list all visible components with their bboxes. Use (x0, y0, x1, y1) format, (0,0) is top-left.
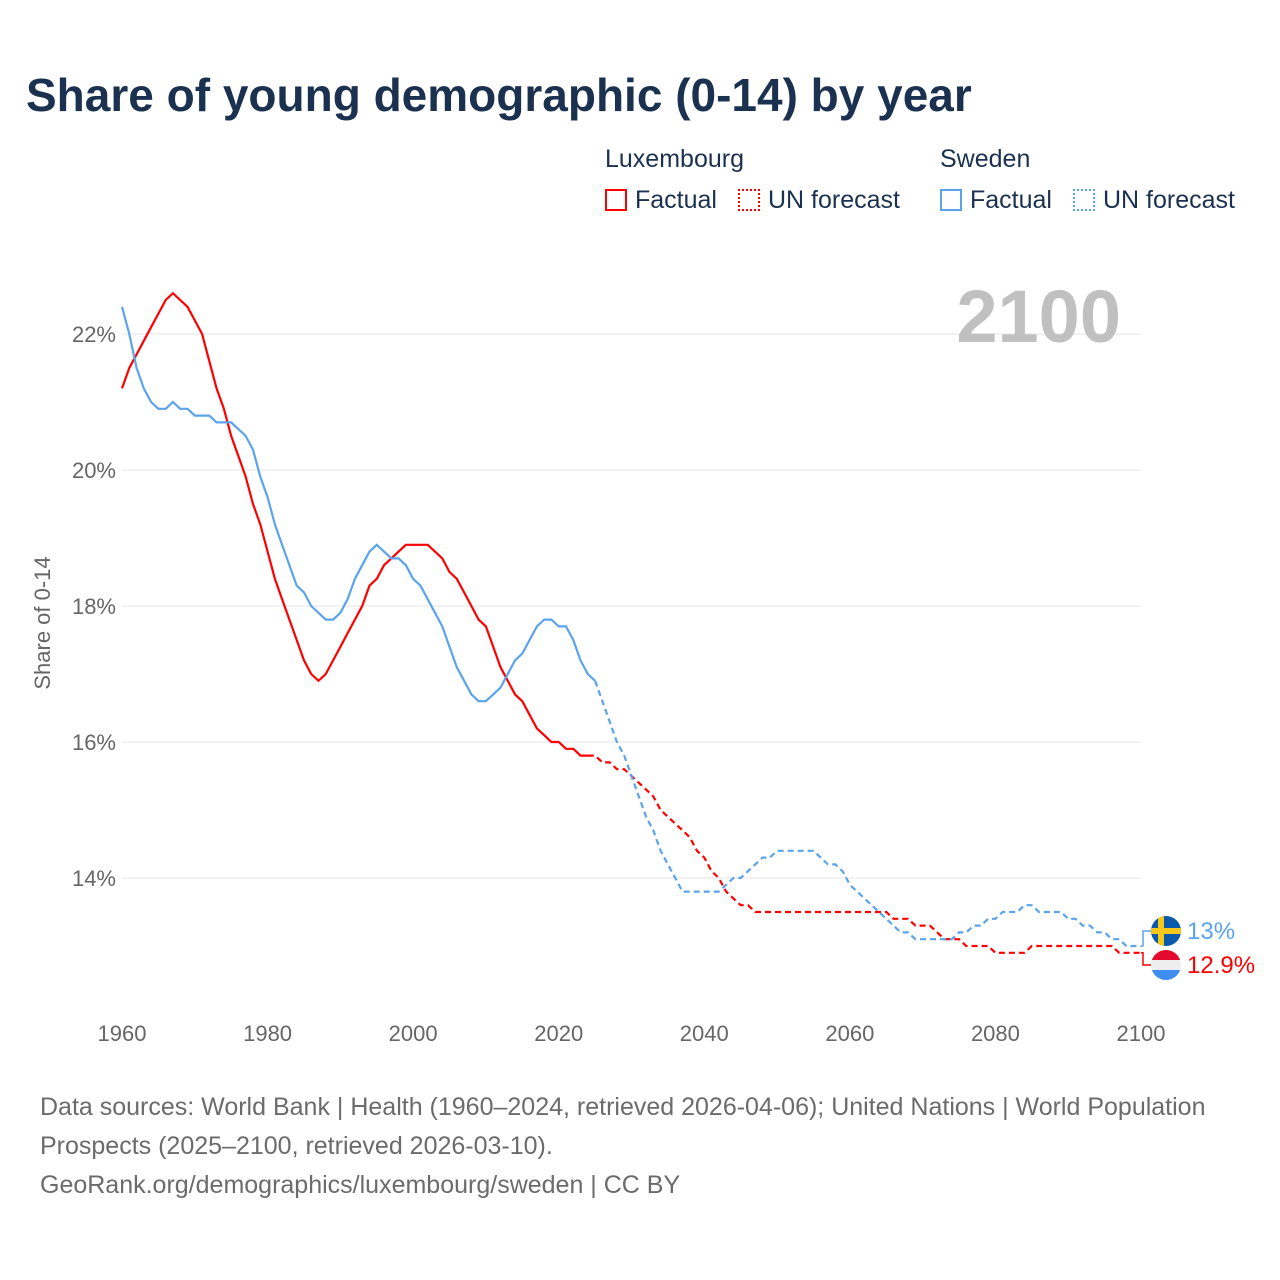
legend-lux-forecast[interactable]: UN forecast (738, 186, 900, 215)
sweden-forecast-line (594, 680, 1141, 948)
x-tick-label: 1980 (243, 1021, 292, 1046)
legend-swatch (738, 189, 760, 211)
x-tick-label: 2000 (389, 1021, 438, 1046)
chart-title: Share of young demographic (0-14) by yea… (26, 69, 972, 121)
x-tick-label: 2080 (971, 1021, 1020, 1046)
credit-link[interactable]: GeoRank.org/demographics/luxembourg/swed… (40, 1171, 681, 1199)
legend-label: UN forecast (1103, 186, 1235, 214)
y-tick-label: 16% (72, 730, 116, 755)
flag-stripe (1151, 960, 1181, 970)
y-axis-label: Share of 0-14 (30, 556, 55, 689)
legend-swe-factual[interactable]: Factual (940, 186, 1052, 215)
legend-swe-forecast[interactable]: UN forecast (1073, 186, 1235, 215)
legend-label: Factual (635, 186, 717, 214)
luxembourg-end-label: 12.9% (1187, 952, 1255, 979)
flag-stripe (1151, 950, 1181, 960)
legend-swatch (605, 189, 627, 211)
legend-group-sweden: Sweden (940, 145, 1031, 173)
legend-group-luxembourg: Luxembourg (605, 145, 744, 173)
y-tick-label: 18% (72, 594, 116, 619)
sweden-factual-line (120, 306, 596, 703)
legend-label: Factual (970, 186, 1052, 214)
x-tick-label: 2060 (825, 1021, 874, 1046)
legend-swatch (940, 189, 962, 211)
luxembourg-flag-icon (1151, 950, 1181, 980)
sweden-end-label: 13% (1187, 918, 1235, 945)
luxembourg-factual-line (120, 291, 588, 757)
y-tick-label: 22% (72, 322, 116, 347)
luxembourg-forecast-line (587, 754, 1141, 954)
flag-cross (1158, 916, 1164, 946)
source-note: Data sources: World Bank | Health (1960–… (40, 1093, 1206, 1160)
y-tick-label: 14% (72, 866, 116, 891)
sweden-end-connector (1141, 930, 1152, 947)
footer: Data sources: World Bank | Health (1960–… (40, 1088, 1240, 1205)
y-tick-label: 20% (72, 458, 116, 483)
flag-stripe (1151, 970, 1181, 980)
sweden-flag-icon (1151, 916, 1181, 946)
x-tick-label: 2020 (534, 1021, 583, 1046)
legend-swatch (1073, 189, 1095, 211)
x-tick-label: 1960 (98, 1021, 147, 1046)
year-label: 2100 (956, 275, 1121, 358)
x-tick-label: 2040 (680, 1021, 729, 1046)
legend-lux-factual[interactable]: Factual (605, 186, 717, 215)
legend-label: UN forecast (768, 186, 900, 214)
x-tick-label: 2100 (1117, 1021, 1166, 1046)
luxembourg-end-connector (1141, 952, 1152, 966)
flag-cross (1151, 928, 1181, 934)
